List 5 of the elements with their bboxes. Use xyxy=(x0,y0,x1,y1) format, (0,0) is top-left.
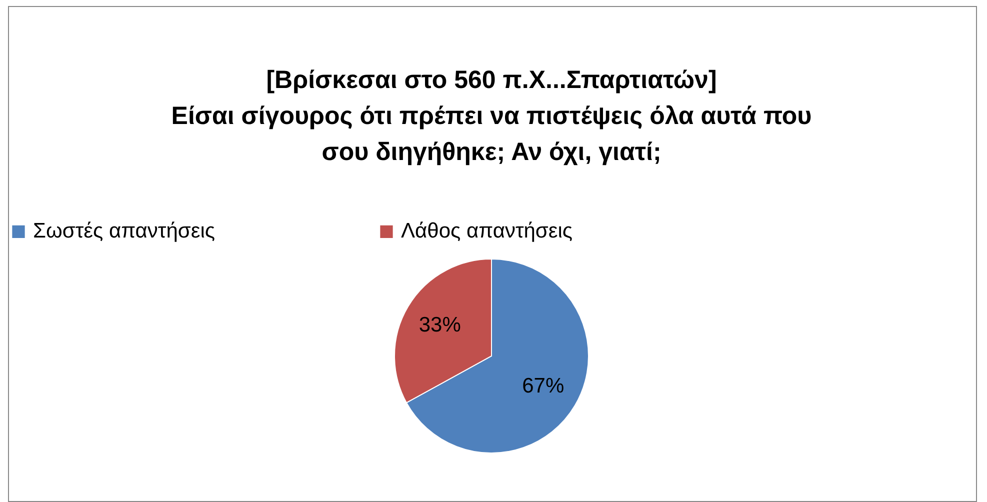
data-label: 67% xyxy=(522,374,564,398)
legend-label: Λάθος απαντήσεις xyxy=(401,220,573,243)
chart-title: [Βρίσκεσαι στο 560 π.Χ...Σπαρτιατών] Είσαι σίγουρος ότι πρέπει να πιστέψεις όλα αυτά που σου διηγήθηκε; Αν όχι, γιατί; xyxy=(171,66,812,166)
legend-label: Σωστές απαντήσεις xyxy=(33,220,216,243)
data-label: 33% xyxy=(418,313,461,336)
